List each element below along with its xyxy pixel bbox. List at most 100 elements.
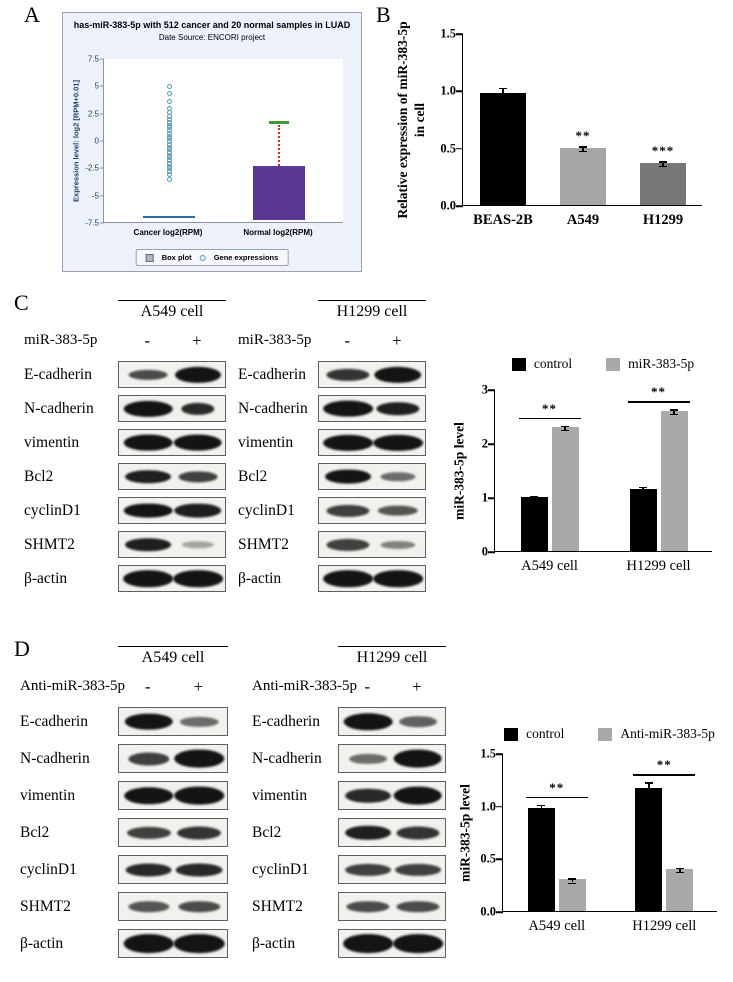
x-category-label: H1299	[642, 212, 684, 228]
significance-line	[518, 417, 581, 420]
y-tick-label: 0.5	[440, 141, 456, 156]
y-axis-label: miR-383-5p level	[457, 784, 473, 882]
legend-item: miR-383-5p	[606, 356, 694, 372]
protein-band	[396, 900, 440, 913]
legend-swatch	[606, 357, 621, 371]
protein-band	[180, 716, 219, 727]
y-tick-mark	[456, 147, 463, 150]
blot-rows: E-cadherin N-cadherin vimentin Bcl2 cyclinD1…	[252, 707, 446, 958]
error-bar	[564, 425, 566, 430]
protein-label: E-cadherin	[24, 365, 92, 383]
bar-H1299-0	[640, 162, 686, 205]
error-cap	[561, 429, 569, 432]
y-tick-mark	[100, 58, 104, 60]
error-bar	[642, 486, 644, 494]
protein-band	[178, 900, 220, 913]
bar-A549-cell-1	[551, 426, 579, 551]
protein-band	[326, 368, 370, 381]
encori-legend: Box plot Gene expressions	[135, 249, 289, 266]
blot-membrane	[318, 429, 426, 456]
y-tick-label: 0.0	[480, 904, 496, 919]
panel-label-c: C	[14, 290, 29, 315]
bar-H1299-cell-1	[666, 868, 694, 911]
blot-row: vimentin	[238, 429, 426, 456]
error-cap	[675, 867, 684, 870]
y-tick-mark	[100, 222, 104, 224]
y-tick-label: 2.5	[87, 109, 99, 119]
blot-row: β-actin	[238, 565, 426, 592]
bar-H1299-cell-0	[629, 488, 657, 551]
protein-band	[125, 537, 172, 552]
protein-band	[346, 900, 390, 913]
error-cap	[537, 812, 546, 815]
blot-row: N-cadherin	[252, 744, 446, 773]
protein-label: vimentin	[20, 786, 76, 804]
blot-membrane	[338, 744, 446, 773]
y-axis-label-line: in cell	[412, 102, 427, 138]
blot-rows: E-cadherin N-cadherin vimentin Bcl2 cyclinD1…	[20, 707, 228, 958]
significance-marker: **	[542, 400, 557, 416]
y-tick-label: -2.5	[85, 163, 99, 173]
protein-band	[396, 825, 440, 840]
protein-band	[323, 400, 373, 417]
error-cap	[639, 486, 647, 489]
protein-label: cyclinD1	[252, 860, 309, 878]
protein-label: SHMT2	[238, 535, 289, 553]
protein-label: Bcl2	[24, 467, 54, 485]
minus-sign: -	[144, 677, 151, 696]
legend-label: control	[533, 356, 573, 371]
significance-marker: ***	[651, 143, 675, 159]
error-bar	[502, 87, 504, 100]
plus-sign: +	[192, 331, 202, 350]
protein-band	[393, 786, 443, 805]
y-tick-mark	[456, 205, 463, 207]
protein-label: SHMT2	[252, 897, 303, 915]
legend-label: miR-383-5p	[628, 356, 695, 371]
blot-row: β-actin	[24, 565, 226, 592]
x-category-label: H1299 cell	[632, 918, 697, 934]
protein-band	[343, 933, 393, 954]
protein-label: β-actin	[238, 569, 282, 587]
error-bar	[679, 867, 681, 872]
y-tick-mark	[488, 497, 495, 499]
y-tick-mark	[100, 113, 104, 115]
error-cap	[579, 150, 587, 153]
blot-membrane	[118, 892, 228, 921]
protein-band	[343, 712, 393, 731]
protein-band	[178, 470, 218, 483]
panel-label-d: D	[14, 636, 30, 661]
chart-legend: control miR-383-5p	[494, 356, 712, 372]
protein-label: E-cadherin	[20, 712, 88, 730]
blot-row: Bcl2	[20, 818, 228, 847]
blot-row: N-cadherin	[20, 744, 228, 773]
protein-band	[181, 540, 215, 549]
normal-whisker	[278, 125, 280, 167]
error-cap	[639, 493, 647, 495]
protein-label: β-actin	[252, 934, 296, 952]
protein-label: cyclinD1	[20, 860, 77, 878]
condition-row: miR-383-5p - +	[238, 325, 426, 353]
error-cap	[659, 161, 667, 163]
blot-row: SHMT2	[238, 531, 426, 558]
y-tick-mark	[496, 858, 503, 861]
blot-row: cyclinD1	[20, 855, 228, 884]
protein-band	[372, 569, 423, 588]
protein-band	[393, 749, 443, 768]
y-tick-label: 1.0	[440, 83, 456, 98]
y-tick-label: 1.0	[480, 799, 496, 814]
significance-line	[633, 774, 696, 776]
error-bar	[582, 146, 584, 151]
error-cap	[670, 409, 678, 411]
minus-sign: -	[344, 331, 350, 350]
significance-marker: **	[656, 757, 672, 773]
legend-swatch	[504, 727, 519, 741]
blot-row: N-cadherin	[24, 395, 226, 422]
error-bar	[571, 878, 573, 883]
cell-line-header: H1299 cell	[318, 300, 426, 321]
bar-A549-cell-0	[520, 497, 548, 551]
y-tick-label: 2	[481, 436, 488, 451]
protein-band	[374, 366, 422, 383]
blot-row: β-actin	[252, 929, 446, 958]
cancer-scatter-point	[166, 176, 172, 182]
y-tick-label: -5	[91, 191, 99, 201]
